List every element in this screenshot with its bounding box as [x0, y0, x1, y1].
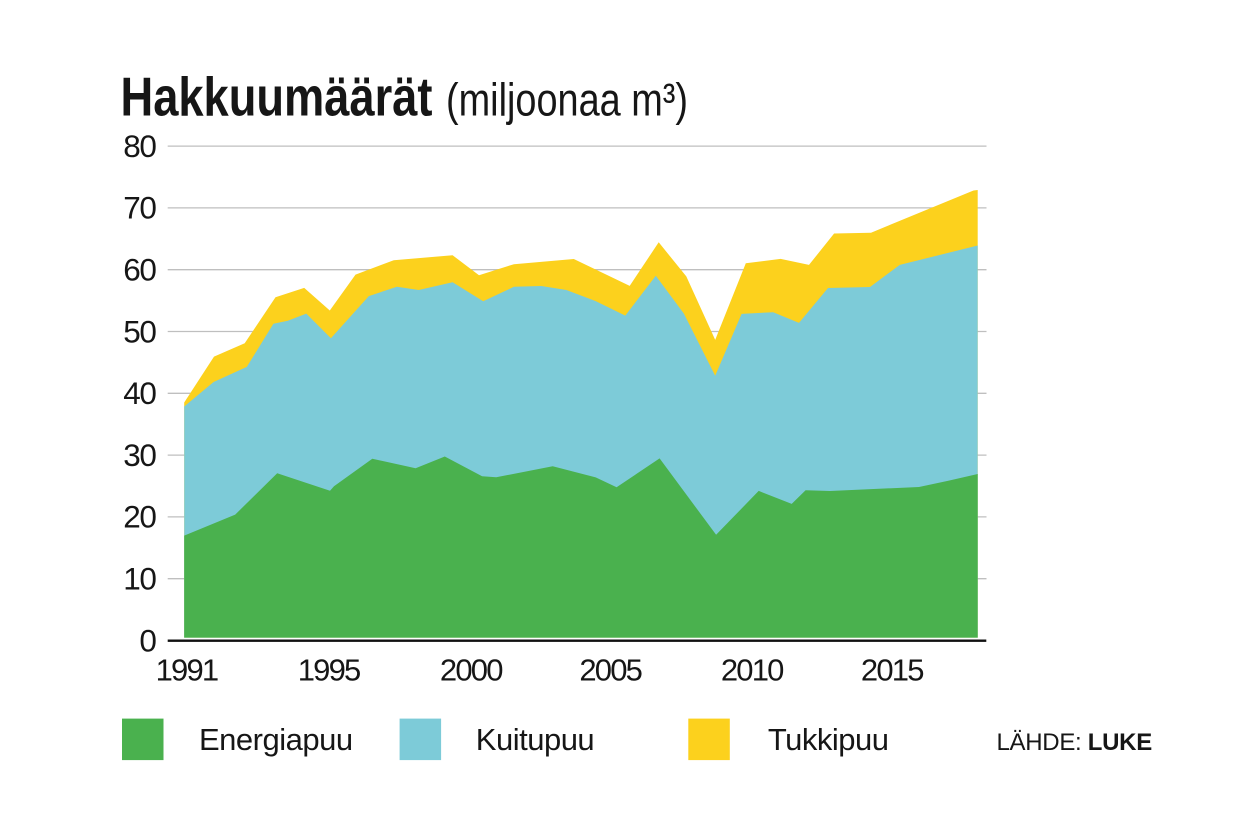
svg-text:1995: 1995 — [298, 653, 360, 688]
svg-text:30: 30 — [123, 437, 156, 473]
svg-text:80: 80 — [123, 128, 156, 164]
svg-text:70: 70 — [123, 190, 156, 226]
svg-text:2005: 2005 — [579, 653, 641, 688]
svg-text:50: 50 — [123, 313, 156, 349]
svg-text:2010: 2010 — [721, 653, 784, 688]
svg-text:40: 40 — [123, 375, 156, 411]
svg-text:10: 10 — [123, 561, 156, 597]
svg-text:60: 60 — [123, 252, 156, 288]
svg-text:Hakkuumäärät: Hakkuumäärät — [121, 66, 433, 128]
svg-text:1991: 1991 — [156, 653, 218, 688]
svg-text:Kuitupuu: Kuitupuu — [476, 722, 594, 757]
svg-text:2015: 2015 — [861, 653, 923, 688]
svg-text:0: 0 — [139, 622, 156, 658]
svg-text:LÄHDE: LUKE: LÄHDE: LUKE — [997, 729, 1153, 756]
svg-text:20: 20 — [123, 499, 156, 535]
svg-text:Tukkipuu: Tukkipuu — [768, 722, 889, 757]
svg-text:(miljoonaa m³): (miljoonaa m³) — [446, 74, 688, 126]
svg-text:Energiapuu: Energiapuu — [199, 722, 353, 757]
svg-text:2000: 2000 — [440, 653, 503, 688]
